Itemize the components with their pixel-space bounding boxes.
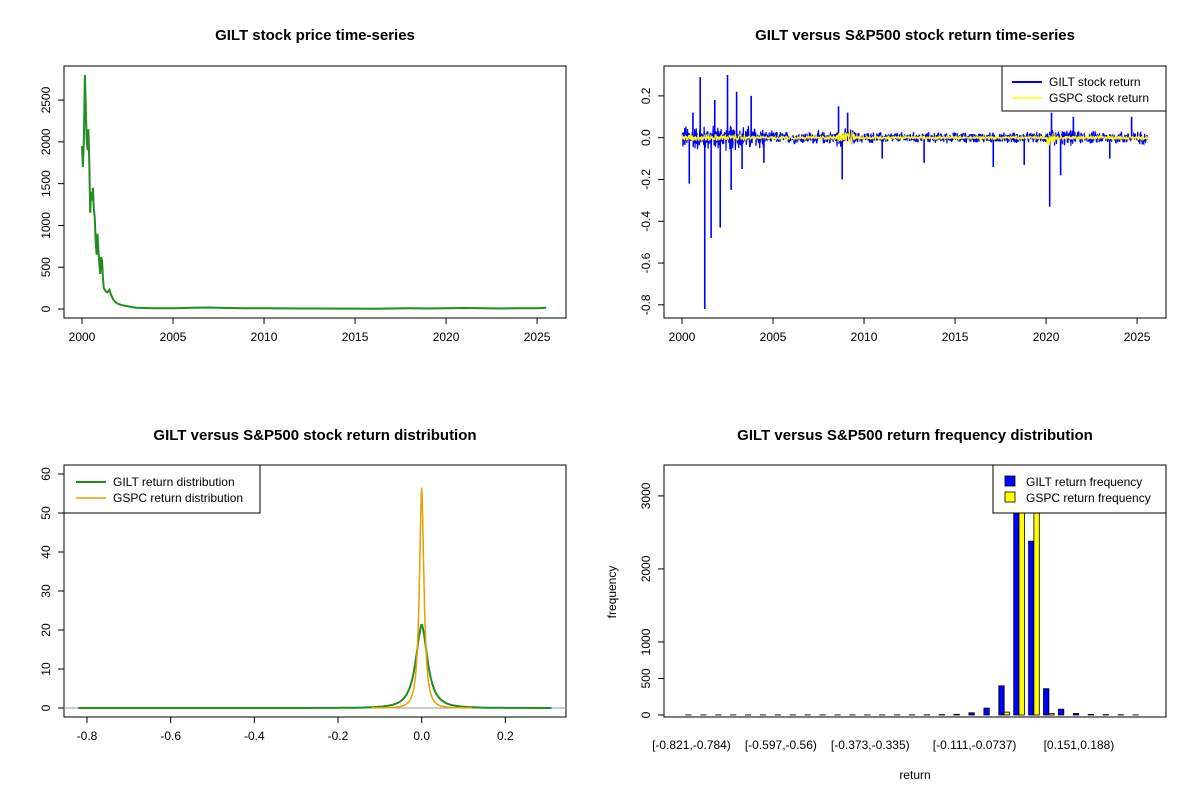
chart-title: GILT versus S&P500 stock return time-ser… — [755, 27, 1075, 44]
plot-frame — [63, 65, 567, 319]
bar-gilt — [1072, 713, 1080, 716]
x-tick-label: 2020 — [1033, 330, 1060, 344]
legend-label-gspc: GSPC return frequency — [1026, 491, 1151, 505]
plot-frame — [663, 464, 1167, 718]
bar-gilt — [968, 712, 975, 716]
series-line-gspc — [371, 487, 472, 709]
x-tick-label: 2015 — [942, 330, 969, 344]
y-tick-label: 0.0 — [639, 129, 653, 146]
y-tick-label: 0 — [39, 305, 53, 312]
y-tick-label: 2000 — [639, 555, 653, 582]
y-tick-label: 0 — [639, 711, 653, 718]
legend-label-gilt: GILT return distribution — [113, 475, 235, 489]
y-tick-label: 40 — [39, 545, 53, 559]
legend: GILT return distribution GSPC return dis… — [63, 464, 261, 514]
legend: GILT stock return GSPC stock return — [1001, 65, 1167, 112]
x-tick-label: 2005 — [760, 330, 787, 344]
bar-gilt — [953, 713, 960, 716]
bar-gilt — [998, 685, 1005, 716]
bar-gilt — [1013, 502, 1020, 716]
x-tick-label: 0.0 — [413, 729, 430, 743]
x-tick-label: -0.2 — [328, 729, 349, 743]
x-tick-label: 2015 — [342, 330, 369, 344]
x-tick-label: 2025 — [1124, 330, 1151, 344]
legend-swatch-gspc — [1004, 491, 1016, 503]
panel-return-timeseries: GILT versus S&P500 stock return time-ser… — [639, 27, 1167, 344]
panel-return-distribution: GILT versus S&P500 stock return distribu… — [39, 427, 567, 743]
x-tick-label: 2020 — [433, 330, 460, 344]
bar-gilt — [1043, 688, 1050, 716]
chart-title: GILT versus S&P500 stock return distribu… — [153, 427, 476, 444]
y-tick-label: -0.2 — [639, 169, 653, 190]
x-tick-label: 2025 — [524, 330, 551, 344]
y-tick-label: -0.8 — [639, 294, 653, 315]
y-tick-label: 500 — [39, 257, 53, 277]
bar-gilt — [983, 707, 990, 716]
x-tick-label: [-0.373,-0.335) — [831, 738, 910, 752]
x-tick-label: 2005 — [160, 330, 187, 344]
y-tick-label: 0.2 — [639, 87, 653, 104]
legend: GILT return frequency GSPC return freque… — [992, 464, 1167, 514]
y-tick-label: -0.6 — [639, 252, 653, 273]
y-tick-label: 30 — [39, 584, 53, 598]
y-tick-label: 1000 — [39, 212, 53, 239]
y-tick-label: 60 — [39, 467, 53, 481]
x-tick-label: [-0.597,-0.56) — [745, 738, 817, 752]
bar-gspc — [1048, 713, 1055, 716]
bar-gilt — [1028, 540, 1035, 716]
x-tick-label: -0.8 — [77, 729, 98, 743]
legend-label-gilt: GILT stock return — [1049, 75, 1141, 89]
plot-frame — [663, 65, 1167, 319]
y-tick-label: 500 — [639, 668, 653, 688]
series-line-gspc — [681, 129, 1149, 146]
series-line-gilt — [78, 623, 552, 709]
series-line-gilt-price — [81, 74, 547, 310]
legend-label-gspc: GSPC return distribution — [113, 491, 243, 505]
panel-return-frequency: GILT versus S&P500 return frequency dist… — [605, 427, 1167, 782]
bar-gilt — [1058, 708, 1065, 716]
x-tick-label: -0.6 — [160, 729, 181, 743]
panel-price-timeseries: GILT stock price time-series 2000 2005 201… — [39, 27, 567, 344]
y-tick-label: 20 — [39, 623, 53, 637]
y-tick-label: 50 — [39, 506, 53, 520]
y-tick-label: 2000 — [39, 128, 53, 155]
y-tick-label: 1500 — [39, 170, 53, 197]
x-tick-label: [0.151,0.188) — [1044, 738, 1115, 752]
chart-title: GILT versus S&P500 return frequency dist… — [737, 427, 1093, 444]
y-tick-label: 3000 — [639, 482, 653, 509]
bar-gspc — [1018, 510, 1025, 716]
x-tick-label: 2000 — [669, 330, 696, 344]
bar-gspc — [1033, 510, 1040, 716]
y-tick-label: 2500 — [39, 86, 53, 113]
x-tick-label: 2000 — [69, 330, 96, 344]
y-axis-label: frequency — [605, 566, 619, 619]
chart-title: GILT stock price time-series — [215, 27, 415, 44]
x-tick-label: [-0.111,-0.0737) — [933, 738, 1017, 752]
y-tick-label: 0 — [39, 704, 53, 711]
legend-label-gspc: GSPC stock return — [1049, 91, 1149, 105]
y-tick-label: 1000 — [639, 628, 653, 655]
legend-swatch-gilt — [1004, 475, 1016, 487]
y-tick-label: -0.4 — [639, 211, 653, 232]
bar-gspc — [1003, 711, 1010, 716]
y-tick-label: 10 — [39, 662, 53, 676]
x-tick-label: 2010 — [851, 330, 878, 344]
x-tick-label: [-0.821,-0.784) — [652, 738, 731, 752]
legend-label-gilt: GILT return frequency — [1026, 475, 1142, 489]
x-tick-label: 2010 — [251, 330, 278, 344]
x-tick-label: -0.4 — [244, 729, 265, 743]
bar-gilt — [1087, 714, 1094, 716]
x-axis-label: return — [899, 768, 930, 782]
series-line-gilt — [681, 125, 1149, 151]
x-tick-label: 0.2 — [497, 729, 514, 743]
